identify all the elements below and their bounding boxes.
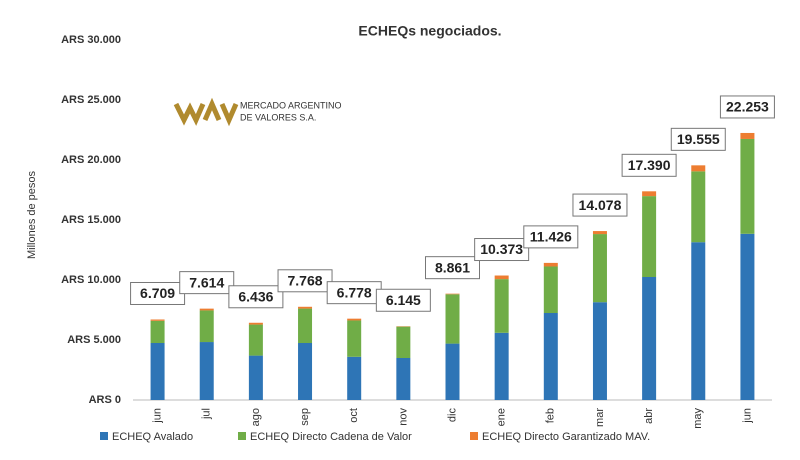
bar-segment — [347, 356, 362, 400]
bar-segment — [248, 324, 263, 356]
bar-segment — [691, 165, 706, 172]
total-label-box — [425, 256, 480, 280]
bar-segment — [445, 293, 460, 295]
x-tick-label: may — [692, 408, 704, 429]
bar-segment — [396, 326, 411, 358]
y-tick-label: ARS 30.000 — [61, 34, 121, 46]
bar-segment — [642, 277, 657, 400]
bar-segment — [740, 233, 755, 400]
bar-segment — [543, 266, 558, 313]
total-label-box — [277, 269, 333, 293]
bar-segment — [298, 308, 313, 343]
bar-segment — [642, 196, 657, 277]
bar-segment — [150, 319, 165, 321]
x-tick-label: feb — [545, 408, 557, 423]
bar-segment — [347, 318, 362, 321]
logo-text: MERCADO ARGENTINO — [240, 100, 342, 110]
total-label: 6.145 — [386, 292, 421, 308]
bar-segment — [248, 355, 263, 400]
logo-text: DE VALORES S.A. — [240, 112, 316, 122]
bar-segment — [740, 132, 755, 139]
legend-swatch — [470, 432, 478, 440]
total-label: 8.861 — [435, 259, 470, 275]
bar-segment — [298, 306, 313, 309]
total-label: 14.078 — [579, 197, 622, 213]
bar-segment — [199, 310, 214, 343]
y-tick-label: ARS 5.000 — [67, 334, 121, 346]
total-label-box — [228, 285, 284, 309]
y-tick-label: ARS 15.000 — [61, 214, 121, 226]
total-label: 10.373 — [480, 241, 523, 257]
bar-segment — [543, 262, 558, 267]
bar-segment — [642, 191, 657, 197]
total-label: 6.709 — [140, 285, 175, 301]
bar-segment — [494, 279, 509, 333]
bar-segment — [592, 231, 607, 235]
total-label-box — [375, 288, 431, 312]
x-tick-label: nov — [397, 408, 409, 426]
x-tick-label: sep — [299, 408, 311, 426]
x-tick-label: jul — [201, 408, 213, 420]
total-label: 11.426 — [530, 229, 572, 245]
bar-segment — [347, 320, 362, 357]
total-label-box — [179, 271, 235, 295]
x-tick-label: dic — [446, 408, 458, 423]
bar-segment — [543, 313, 558, 400]
bar-segment — [298, 343, 313, 400]
bar-segment — [199, 342, 214, 400]
legend-label: ECHEQ Directo Cadena de Valor — [250, 431, 412, 443]
x-tick-label: jun — [151, 408, 163, 424]
x-tick-label: oct — [348, 408, 360, 423]
total-label: 7.614 — [189, 274, 224, 290]
bar-segment — [691, 171, 706, 243]
total-label: 17.390 — [628, 157, 671, 173]
x-tick-label: ago — [250, 408, 262, 426]
logo-mark — [202, 97, 239, 127]
total-label-box — [670, 127, 726, 151]
y-tick-label: ARS 25.000 — [61, 94, 121, 106]
legend-label: ECHEQ Directo Garantizado MAV. — [482, 431, 650, 443]
bar-segment — [248, 322, 263, 325]
total-label: 7.768 — [288, 272, 323, 288]
total-label-box — [523, 225, 579, 249]
bar-segment — [445, 343, 460, 400]
y-tick-label: ARS 10.000 — [61, 274, 121, 286]
bar-segment — [592, 302, 607, 400]
y-tick-label: ARS 0 — [89, 394, 121, 406]
legend-swatch — [100, 432, 108, 440]
x-tick-label: mar — [594, 408, 606, 427]
total-label-box — [572, 193, 628, 217]
bar-segment — [150, 343, 165, 400]
legend-swatch — [238, 432, 246, 440]
x-tick-label: abr — [643, 408, 655, 424]
bar-segment — [396, 358, 411, 400]
bar-segment — [592, 234, 607, 303]
y-tick-label: ARS 20.000 — [61, 154, 121, 166]
bar-segment — [691, 242, 706, 400]
bar-segment — [494, 275, 509, 280]
total-label: 22.253 — [726, 99, 769, 115]
chart-title: ECHEQs negociados. — [358, 23, 501, 39]
x-tick-label: ene — [496, 408, 508, 426]
y-axis-label: Millones de pesos — [26, 170, 38, 259]
x-tick-label: jun — [741, 408, 753, 424]
total-label: 19.555 — [677, 131, 720, 147]
legend-label: ECHEQ Avalado — [112, 431, 193, 443]
bar-segment — [199, 308, 214, 311]
bar-segment — [150, 320, 165, 343]
logo-mark — [173, 102, 206, 126]
bar-segment — [445, 294, 460, 344]
total-label-box — [719, 95, 775, 119]
logo: MERCADO ARGENTINO DE VALORES S.A. — [173, 97, 342, 127]
bar-segment — [740, 138, 755, 234]
total-label: 6.778 — [337, 284, 372, 300]
total-label-box — [621, 153, 677, 177]
total-label: 6.436 — [238, 288, 273, 304]
total-label-box — [474, 238, 530, 262]
bar-segment — [494, 332, 509, 400]
